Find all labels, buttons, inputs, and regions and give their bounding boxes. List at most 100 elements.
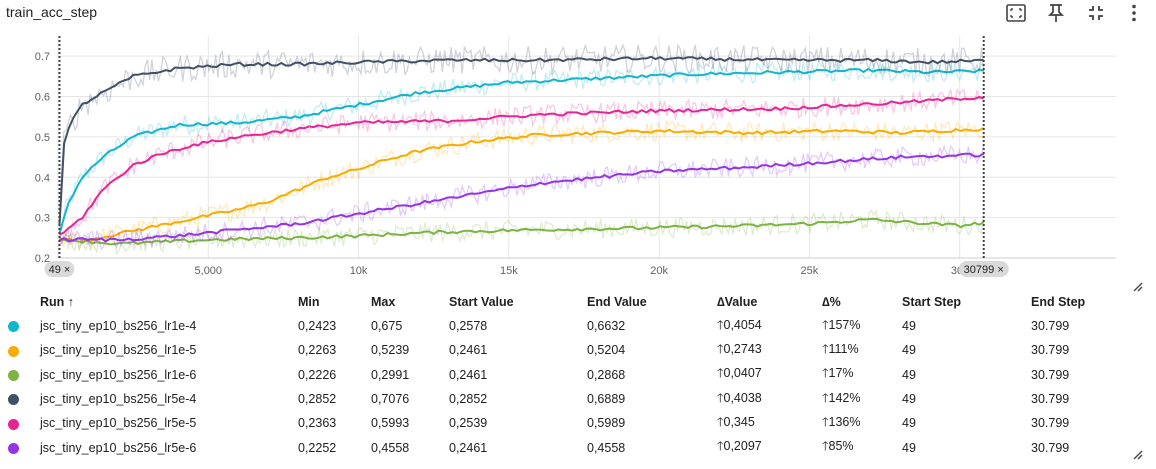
cell-start: 0,2578 (449, 319, 488, 334)
column-min[interactable]: Min (298, 295, 320, 309)
column-delta-value[interactable]: ∆Value (717, 295, 758, 309)
cell-min: 0,2363 (298, 416, 337, 431)
cell-end: 0,6632 (587, 319, 626, 334)
series-raw-line (58, 87, 985, 244)
cell-max: 0,7076 (371, 392, 410, 407)
series-smoothed-line (59, 217, 985, 246)
cell-min: 0,2852 (298, 392, 337, 407)
cell-dpct: 🡑136% (822, 414, 861, 429)
range-markers[interactable]: 49 × 30799 × (44, 36, 1009, 277)
cell-start: 0,2461 (449, 440, 488, 455)
column-max[interactable]: Max (371, 295, 396, 309)
series-smoothed-line (58, 67, 984, 234)
fit-domain-icon (1006, 4, 1026, 22)
cell-run: jsc_tiny_ep10_bs256_lr5e-5 (40, 416, 197, 431)
column-start-value[interactable]: Start Value (449, 295, 514, 309)
cell-max: 0,5239 (371, 343, 410, 358)
cell-end: 0,5989 (587, 416, 626, 431)
series-jsc_tiny_ep10_bs256_lr5e-6[interactable] (59, 144, 985, 251)
column-run[interactable]: Run ↑ (40, 295, 75, 309)
cell-min: 0,2252 (298, 440, 337, 455)
range-marker-chip[interactable]: 30799 × (958, 261, 1009, 277)
y-tick-label: 0.4 (35, 172, 50, 184)
table-row[interactable]: jsc_tiny_ep10_bs256_lr1e-4 0,2423 0,675 0,2… (0, 314, 1131, 338)
x-tick-label: 10k (350, 265, 368, 277)
column-delta-percent[interactable]: ∆% (822, 295, 841, 309)
cell-end-step: 30.799 (1031, 367, 1070, 382)
column-start-step[interactable]: Start Step (902, 295, 962, 309)
x-tick-label: 25k (801, 265, 819, 277)
run-color-dot (8, 321, 19, 333)
runs-table: Run ↑ Min Max Start Value End Value ∆Val… (0, 290, 1131, 460)
table-row[interactable]: jsc_tiny_ep10_bs256_lr5e-5 0,2363 0,5993 0,… (0, 411, 1131, 435)
pin-icon (1047, 4, 1065, 22)
series-jsc_tiny_ep10_bs256_lr1e-6[interactable] (58, 208, 985, 256)
table-row[interactable]: jsc_tiny_ep10_bs256_lr1e-6 0,2226 0,2991 0,… (0, 363, 1131, 387)
y-tick-label: 0.3 (35, 213, 50, 225)
cell-end: 0,6889 (587, 392, 626, 407)
column-end-value[interactable]: End Value (587, 295, 647, 309)
cell-start-step: 49 (902, 319, 916, 334)
fit-domain-button[interactable] (1005, 2, 1027, 24)
cell-start-step: 49 (902, 367, 916, 382)
y-tick-label: 0.2 (35, 253, 50, 265)
run-color-dot (8, 394, 19, 406)
more-options-button[interactable] (1123, 2, 1145, 24)
cell-max: 0,5993 (371, 416, 410, 431)
cell-run: jsc_tiny_ep10_bs256_lr5e-4 (40, 392, 197, 407)
series-raw-line (58, 43, 985, 229)
cell-end: 0,2868 (587, 367, 626, 382)
range-marker-chip-bg (958, 261, 1009, 277)
table-row[interactable]: jsc_tiny_ep10_bs256_lr5e-4 0,2852 0,7076 0,… (0, 387, 1131, 411)
run-color-dot (8, 418, 19, 430)
range-marker-label: 30799 × (964, 264, 1004, 276)
x-tick-label: 20k (650, 265, 668, 277)
series-jsc_tiny_ep10_bs256_lr1e-5[interactable] (59, 118, 985, 251)
cell-end-step: 30.799 (1031, 392, 1070, 407)
cell-dpct: 🡑142% (822, 390, 861, 405)
series-smoothed-line (58, 55, 984, 226)
cell-dvalue: 🡑0,0407 (717, 366, 762, 381)
cell-end: 0,4558 (587, 440, 626, 455)
exit-fullscreen-icon (1089, 6, 1103, 20)
run-color-dot (8, 442, 19, 454)
more-vert-icon (1132, 4, 1136, 22)
cell-dvalue: 🡑0,2743 (717, 341, 762, 356)
resize-chart-icon[interactable] (1131, 280, 1143, 292)
series-layer (58, 43, 985, 256)
cell-min: 0,2423 (298, 319, 337, 334)
cell-end: 0,5204 (587, 343, 626, 358)
table-row[interactable]: jsc_tiny_ep10_bs256_lr5e-6 0,2252 0,4558 0,… (0, 435, 1131, 459)
cell-dpct: 🡑17% (822, 366, 854, 381)
cell-dvalue: 🡑0,4038 (717, 390, 762, 405)
cell-max: 0,2991 (371, 367, 410, 382)
chart-title: train_acc_step (6, 4, 98, 20)
cell-start-step: 49 (902, 343, 916, 358)
pin-button[interactable] (1045, 2, 1067, 24)
y-tick-label: 0.5 (35, 132, 50, 144)
cell-run: jsc_tiny_ep10_bs256_lr1e-4 (40, 319, 197, 334)
exit-fullscreen-button[interactable] (1085, 2, 1107, 24)
resize-table-icon[interactable] (1131, 448, 1143, 460)
cell-start: 0,2461 (449, 343, 488, 358)
line-chart[interactable]: 0.20.30.40.50.60.7 05,00010k15k20k25k30k… (0, 0, 1156, 290)
x-axis: 05,00010k15k20k25k30k (55, 257, 1116, 277)
cell-start: 0,2461 (449, 367, 488, 382)
table-row[interactable]: jsc_tiny_ep10_bs256_lr1e-5 0,2263 0,5239 0,… (0, 338, 1131, 362)
range-marker-chip[interactable]: 49 × (44, 261, 75, 277)
cell-run: jsc_tiny_ep10_bs256_lr1e-5 (40, 343, 197, 358)
run-color-dot (8, 369, 19, 381)
cell-start-step: 49 (902, 416, 916, 431)
series-smoothed-line (59, 152, 985, 243)
x-tick-label: 15k (500, 265, 518, 277)
cell-start-step: 49 (902, 392, 916, 407)
series-jsc_tiny_ep10_bs256_lr1e-4[interactable] (58, 60, 985, 234)
series-raw-line (59, 144, 985, 251)
cell-dvalue: 🡑0,2097 (717, 439, 762, 454)
x-tick-label: 5,000 (195, 265, 223, 277)
column-end-step[interactable]: End Step (1031, 295, 1086, 309)
cell-max: 0,4558 (371, 440, 410, 455)
cell-dvalue: 🡑0,4054 (717, 317, 762, 332)
series-jsc_tiny_ep10_bs256_lr5e-5[interactable] (58, 87, 985, 244)
series-jsc_tiny_ep10_bs256_lr5e-4[interactable] (58, 43, 985, 229)
